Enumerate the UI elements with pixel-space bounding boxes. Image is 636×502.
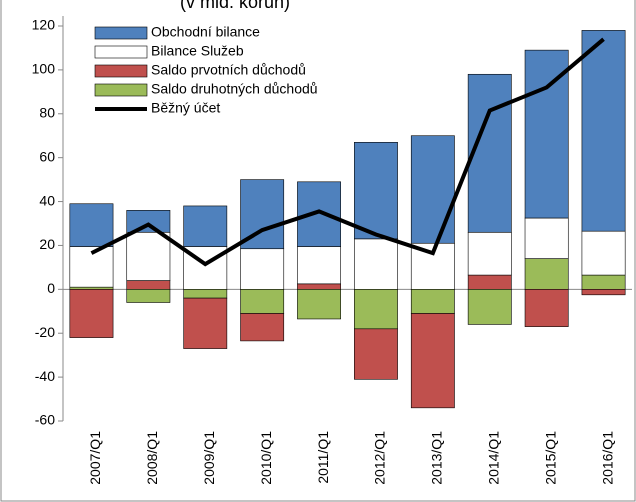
legend-label: Běžný účet xyxy=(151,100,220,116)
y-tick-label: 80 xyxy=(39,104,55,120)
bar-segment xyxy=(240,248,285,290)
x-tick-label: 2015/Q1 xyxy=(542,431,558,485)
bar-segment xyxy=(240,289,285,314)
y-tick-label: 20 xyxy=(39,236,55,252)
x-tick-label: 2011/Q1 xyxy=(315,431,331,484)
x-tick-label: 2009/Q1 xyxy=(201,431,217,485)
x-tick-label: 2012/Q1 xyxy=(372,431,388,485)
chart-title: (v mld. korun) xyxy=(180,0,290,12)
bar-segment xyxy=(467,289,512,325)
bar-segment xyxy=(69,289,114,338)
legend: Obchodní bilance Bilance Služeb Saldo prvo… xyxy=(94,24,318,116)
x-tick-label: 2008/Q1 xyxy=(144,431,160,485)
y-tick-label: -40 xyxy=(35,368,55,384)
legend-swatch xyxy=(94,26,148,40)
legend-label: Obchodní bilance xyxy=(151,24,260,40)
bar-segment xyxy=(467,231,512,276)
legend-label: Saldo druhotných důchodů xyxy=(151,81,318,97)
legend-label: Saldo prvotních důchodů xyxy=(151,62,306,78)
bar-segment xyxy=(126,231,171,281)
y-tick-label: -20 xyxy=(35,324,55,340)
legend-swatch xyxy=(94,83,148,97)
y-tick-label: 40 xyxy=(39,192,55,208)
bar-segment xyxy=(126,289,171,303)
bar-segment xyxy=(183,289,228,299)
bar-segment xyxy=(354,238,398,290)
bar-segment xyxy=(410,289,455,314)
y-tick-label: 120 xyxy=(32,17,56,33)
bar-segment xyxy=(240,313,285,342)
bar-segment xyxy=(524,49,569,219)
bar-segment xyxy=(524,217,569,259)
bar-segment xyxy=(126,280,171,290)
bar-segment xyxy=(581,289,626,296)
bar-segment xyxy=(69,246,114,288)
x-tick-label: 2010/Q1 xyxy=(258,431,274,485)
y-tick-label: 60 xyxy=(39,148,55,164)
bar-segment xyxy=(297,289,341,320)
x-tick-label: 2014/Q1 xyxy=(485,431,501,485)
x-tick-label: 2013/Q1 xyxy=(429,431,445,485)
bar-segment xyxy=(69,286,114,290)
bar-segment xyxy=(183,297,228,349)
legend-swatch xyxy=(94,45,148,59)
y-tick-label: -60 xyxy=(35,412,55,428)
bar-segment xyxy=(354,142,398,240)
bar-segment xyxy=(354,328,398,380)
bar-segment xyxy=(410,135,455,244)
bar-segment xyxy=(467,73,512,233)
bar-segment xyxy=(410,313,455,409)
bar-segment xyxy=(297,181,341,247)
line-series xyxy=(90,37,605,267)
bar-segment xyxy=(354,289,398,330)
x-tick-label: 2016/Q1 xyxy=(599,431,615,485)
bar-segment xyxy=(524,258,569,290)
bar-segment xyxy=(581,30,626,232)
bar-segment xyxy=(183,205,228,247)
bar-segment xyxy=(467,274,512,290)
bar-segment xyxy=(297,246,341,285)
bar-segment xyxy=(581,274,626,290)
bar-segment xyxy=(69,203,114,247)
legend-swatch xyxy=(94,64,148,78)
y-tick-label: 100 xyxy=(32,61,56,77)
bar-segment xyxy=(524,289,569,327)
bar-segment xyxy=(581,230,626,276)
x-tick-label: 2007/Q1 xyxy=(87,431,103,485)
legend-label: Bilance Služeb xyxy=(151,43,244,59)
bar-segment xyxy=(126,210,171,233)
bar-segment xyxy=(297,283,341,290)
y-tick-label: 0 xyxy=(47,280,55,296)
